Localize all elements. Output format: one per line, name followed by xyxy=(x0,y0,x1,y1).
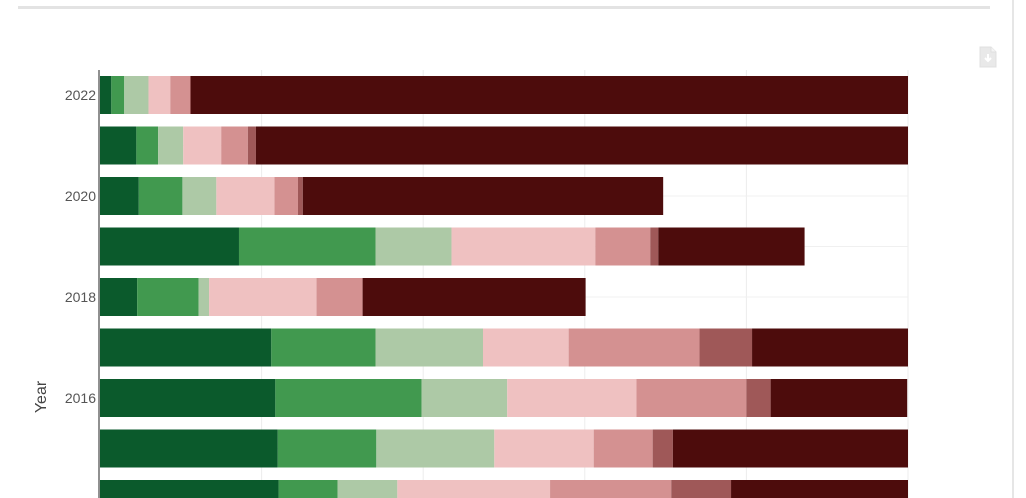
bar-segment-2016-s5[interactable] xyxy=(636,379,747,417)
bar-segment-2020-s6[interactable] xyxy=(297,177,303,215)
bar-segment-2018-s3[interactable] xyxy=(198,278,210,316)
bar-segment-2017-s3[interactable] xyxy=(375,328,483,367)
bar-segment-2021-s3[interactable] xyxy=(158,126,184,165)
bar-segment-2021-s5[interactable] xyxy=(221,126,248,165)
bar-segment-2017-s2[interactable] xyxy=(271,328,376,367)
bar-segment-2017-s7[interactable] xyxy=(752,328,908,367)
bar-segment-2022-s4[interactable] xyxy=(148,76,171,114)
bar-segment-2022-s3[interactable] xyxy=(124,76,149,114)
bar-segment-2014-s1[interactable] xyxy=(100,480,279,498)
y-tick-label: 2022 xyxy=(65,87,96,103)
bar-segment-2016-s4[interactable] xyxy=(507,379,637,417)
bar-segment-2014-s5[interactable] xyxy=(550,480,672,498)
bar-segment-2020-s5[interactable] xyxy=(274,177,298,215)
bar-segment-2019-s4[interactable] xyxy=(451,227,596,266)
bar-segment-2014-s6[interactable] xyxy=(671,480,732,498)
y-tick-label: 2020 xyxy=(65,188,96,204)
panel-right-border xyxy=(1012,0,1014,498)
bar-segment-2020-s7[interactable] xyxy=(302,177,664,215)
bar-segment-2014-s7[interactable] xyxy=(731,480,908,498)
bar-segment-2015-s1[interactable] xyxy=(100,429,278,468)
bar-segment-2017-s1[interactable] xyxy=(100,328,272,367)
bar-segment-2022-s7[interactable] xyxy=(190,76,909,114)
bar-segment-2022-s5[interactable] xyxy=(170,76,191,114)
bar-segment-2018-s7[interactable] xyxy=(362,278,586,316)
bar-segment-2015-s2[interactable] xyxy=(277,429,377,468)
bar-segment-2020-s2[interactable] xyxy=(138,177,183,215)
y-tick-labels: 2022 2020 2018 2016 xyxy=(65,87,96,406)
y-tick-label: 2018 xyxy=(65,289,96,305)
bar-segment-2015-s4[interactable] xyxy=(494,429,594,468)
bar-segment-2015-s6[interactable] xyxy=(652,429,673,468)
bar-segment-2016-s3[interactable] xyxy=(421,379,508,417)
bar-segment-2019-s6[interactable] xyxy=(650,227,659,266)
bar-segment-2018-s5[interactable] xyxy=(316,278,363,316)
bar-segment-2019-s3[interactable] xyxy=(375,227,452,266)
bar-segment-2022-s2[interactable] xyxy=(111,76,125,114)
panel-top-border xyxy=(18,6,990,9)
bar-segment-2014-s3[interactable] xyxy=(337,480,398,498)
bar-segment-2016-s2[interactable] xyxy=(275,379,422,417)
bar-segment-2021-s6[interactable] xyxy=(247,126,256,165)
bar-segment-2021-s7[interactable] xyxy=(255,126,909,165)
bar-segment-2017-s5[interactable] xyxy=(568,328,700,367)
bar-segment-2014-s4[interactable] xyxy=(397,480,551,498)
bar-segment-2015-s5[interactable] xyxy=(593,429,653,468)
bar-segments xyxy=(100,76,909,498)
bar-segment-2018-s2[interactable] xyxy=(137,278,199,316)
bar-segment-2020-s1[interactable] xyxy=(100,177,139,215)
bar-segment-2018-s4[interactable] xyxy=(209,278,317,316)
bar-segment-2015-s7[interactable] xyxy=(672,429,908,468)
bar-segment-2016-s1[interactable] xyxy=(100,379,276,417)
bar-segment-2016-s7[interactable] xyxy=(770,379,908,417)
bar-segment-2019-s1[interactable] xyxy=(100,227,239,266)
y-tick-label: 2016 xyxy=(65,390,96,406)
bar-segment-2015-s3[interactable] xyxy=(376,429,495,468)
bar-segment-2019-s7[interactable] xyxy=(658,227,805,266)
download-file-icon[interactable] xyxy=(979,46,997,68)
bar-segment-2021-s1[interactable] xyxy=(100,126,137,165)
bar-segment-2019-s5[interactable] xyxy=(595,227,651,266)
bar-segment-2017-s6[interactable] xyxy=(699,328,753,367)
bar-segment-2014-s2[interactable] xyxy=(278,480,338,498)
bar-segment-2018-s1[interactable] xyxy=(100,278,138,316)
bar-segment-2016-s6[interactable] xyxy=(746,379,771,417)
bar-segment-2022-s1[interactable] xyxy=(100,76,112,114)
bar-segment-2021-s2[interactable] xyxy=(136,126,159,165)
bar-segment-2021-s4[interactable] xyxy=(183,126,222,165)
bar-segment-2019-s2[interactable] xyxy=(238,227,376,266)
bar-segment-2020-s4[interactable] xyxy=(216,177,275,215)
bar-segment-2017-s4[interactable] xyxy=(482,328,569,367)
y-axis-title: Year xyxy=(33,380,50,413)
bar-segment-2020-s3[interactable] xyxy=(182,177,217,215)
